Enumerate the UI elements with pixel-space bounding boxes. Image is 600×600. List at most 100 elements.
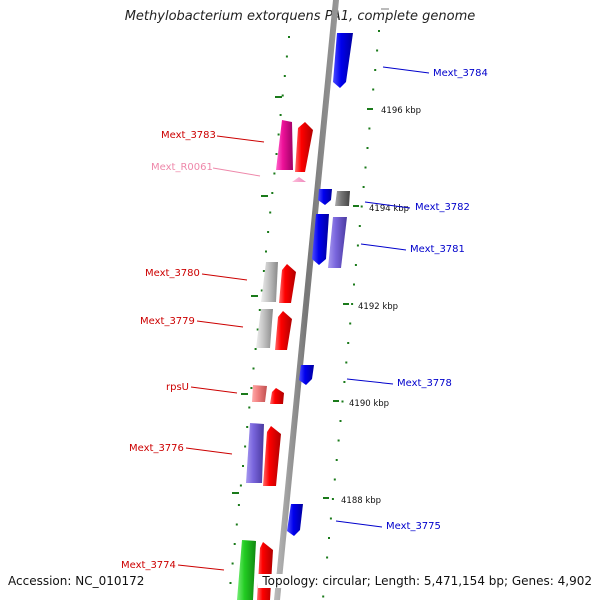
svg-text:Mext_3776: Mext_3776 xyxy=(129,443,184,454)
svg-text:Mext_3774: Mext_3774 xyxy=(121,560,176,571)
svg-text:Mext_3784: Mext_3784 xyxy=(433,68,488,79)
ruler-dot xyxy=(347,342,350,344)
ruler-dot xyxy=(354,264,357,266)
ruler-dot xyxy=(353,283,355,286)
gene-mext-3774[interactable] xyxy=(237,540,273,600)
label-mext-3778[interactable]: Mext_3778 xyxy=(346,378,452,389)
ruler-dot xyxy=(256,328,259,331)
label-mext-3780[interactable]: Mext_3780 xyxy=(145,268,248,281)
label-mext-r0061[interactable]: Mext_R0061 xyxy=(151,162,261,177)
gene-mext-3782[interactable] xyxy=(318,189,350,206)
gene-mext-r0061[interactable] xyxy=(292,177,306,182)
label-mext-3782[interactable]: Mext_3782 xyxy=(364,201,470,213)
ruler-dot xyxy=(233,543,236,545)
gene-mext-3783[interactable] xyxy=(276,120,313,172)
ruler-dot xyxy=(337,439,340,442)
ruler-dot xyxy=(242,465,244,467)
left-major-ticks xyxy=(232,96,282,494)
ruler-dot xyxy=(326,556,329,559)
ruler-dot xyxy=(331,498,334,500)
ruler-dot xyxy=(262,270,265,272)
gene-mext-3776[interactable] xyxy=(246,423,281,486)
ruler-dot xyxy=(239,484,242,487)
ruler-dot xyxy=(362,186,365,188)
ruler-dot xyxy=(378,30,380,32)
gene-mext-3778[interactable] xyxy=(299,365,314,385)
svg-text:Mext_3780: Mext_3780 xyxy=(145,268,200,279)
gene-mext-3784[interactable] xyxy=(333,33,353,88)
label-mext-3784[interactable]: Mext_3784 xyxy=(382,66,488,79)
ruler-dot xyxy=(329,517,332,520)
gene-mext-3775[interactable] xyxy=(287,504,303,536)
genome-summary-text: Topology: circular; Length: 5,471,154 bp… xyxy=(258,574,592,588)
ruler-dot xyxy=(345,361,348,364)
ruler-dot xyxy=(349,322,352,325)
svg-text:Mext_3782: Mext_3782 xyxy=(415,202,470,213)
label-mext-3781[interactable]: Mext_3781 xyxy=(360,243,465,255)
ruler-dot xyxy=(351,303,354,305)
ruler-dot xyxy=(358,225,361,227)
ruler-dot xyxy=(333,478,336,481)
ruler-dot xyxy=(248,406,251,409)
label-mext-3776[interactable]: Mext_3776 xyxy=(129,443,233,455)
ruler-dot xyxy=(258,309,261,311)
ruler-dot xyxy=(246,426,249,428)
ruler-dot xyxy=(376,49,379,52)
gene-mext-3781[interactable] xyxy=(312,214,347,268)
ruler-dot xyxy=(360,205,363,208)
ruler-dot xyxy=(364,166,367,169)
label-rpsu[interactable]: rpsU xyxy=(166,382,238,394)
svg-text:4188 kbp: 4188 kbp xyxy=(341,496,381,506)
svg-text:Mext_3779: Mext_3779 xyxy=(140,316,195,327)
svg-text:Mext_3778: Mext_3778 xyxy=(397,378,452,389)
ruler-dot xyxy=(366,147,369,149)
svg-text:Mext_3781: Mext_3781 xyxy=(410,244,465,255)
svg-text:4196 kbp: 4196 kbp xyxy=(381,106,421,116)
ruler-dot xyxy=(341,400,344,403)
ruler-dot xyxy=(275,153,278,155)
svg-text:Mext_3775: Mext_3775 xyxy=(386,521,441,532)
label-mext-3779[interactable]: Mext_3779 xyxy=(140,316,244,328)
ruler-dot xyxy=(229,582,232,584)
gene-rpsu[interactable] xyxy=(252,385,284,404)
genome-title: Methylobacterium extorquens PA1, complet… xyxy=(124,9,476,24)
ruler-dot xyxy=(269,211,272,214)
svg-text:rpsU: rpsU xyxy=(166,382,189,393)
ruler-dot xyxy=(277,133,280,136)
ruler-dot xyxy=(273,172,276,175)
ruler-tick-4190: 4190 kbp xyxy=(333,399,389,409)
ruler-dot xyxy=(265,250,267,253)
ruler-dot xyxy=(235,523,238,526)
ruler-dot xyxy=(260,289,263,292)
svg-text:4194 kbp: 4194 kbp xyxy=(369,204,409,214)
accession-text: Accession: NC_010172 xyxy=(8,574,149,588)
label-mext-3774[interactable]: Mext_3774 xyxy=(121,560,225,571)
label-mext-3775[interactable]: Mext_3775 xyxy=(335,520,441,532)
ruler-tick-4196: 4196 kbp xyxy=(367,106,421,116)
genome-backbone xyxy=(274,0,339,600)
ruler-dot xyxy=(328,537,330,539)
ruler-dot xyxy=(356,244,359,247)
gene-mext-3780[interactable] xyxy=(261,262,296,303)
gene-mext-3779[interactable] xyxy=(256,309,292,350)
ruler-ticks: 4196 kbp 4194 kbp 4192 kbp 4190 kbp 4188… xyxy=(323,106,421,506)
ruler-dot xyxy=(283,75,286,77)
ruler-tick-4192: 4192 kbp xyxy=(343,302,398,312)
ruler-dot xyxy=(322,595,325,598)
ruler-dot xyxy=(372,88,375,91)
ruler-dot xyxy=(343,381,346,383)
label-mext-3783[interactable]: Mext_3783 xyxy=(161,130,265,143)
ruler-dot xyxy=(252,367,255,370)
svg-text:Mext_R0061: Mext_R0061 xyxy=(151,162,213,173)
ruler-tick-4188: 4188 kbp xyxy=(323,496,381,506)
ruler-dot xyxy=(335,459,338,461)
svg-text:4192 kbp: 4192 kbp xyxy=(358,302,398,312)
ruler-tick-4194: 4194 kbp xyxy=(353,204,409,214)
ruler-dot xyxy=(288,36,290,38)
ruler-dot xyxy=(374,69,377,71)
ruler-dot xyxy=(250,387,253,389)
ruler-dots-right xyxy=(322,30,380,598)
ruler-dot xyxy=(254,348,257,350)
ruler-dot xyxy=(281,94,284,97)
